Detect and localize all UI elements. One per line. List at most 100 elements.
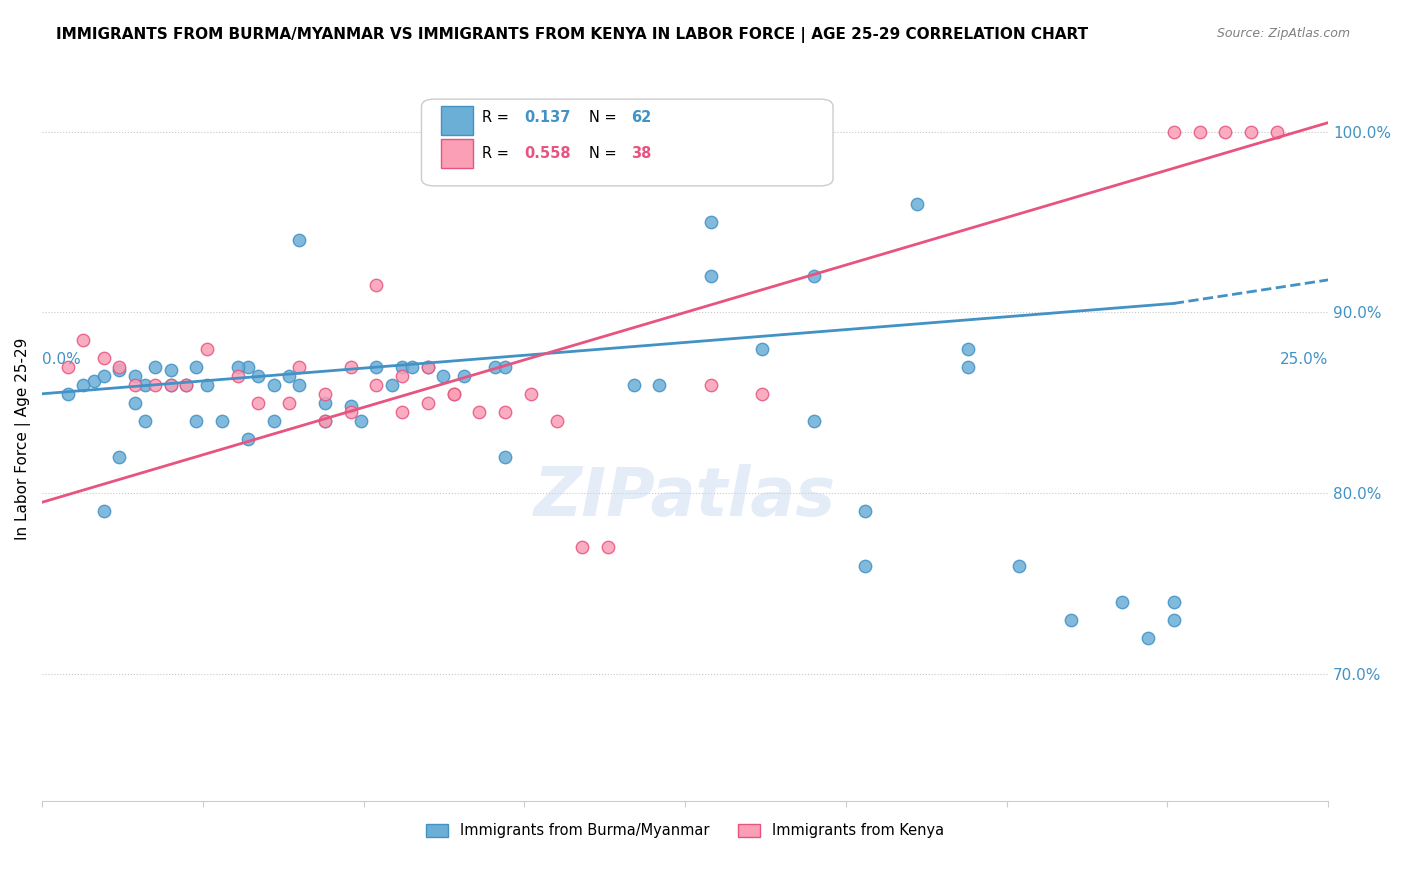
Point bbox=[700, 269, 723, 284]
Point bbox=[278, 396, 301, 410]
Point bbox=[1060, 613, 1083, 627]
Point bbox=[443, 386, 465, 401]
Text: N =: N = bbox=[589, 146, 621, 161]
Text: IMMIGRANTS FROM BURMA/MYANMAR VS IMMIGRANTS FROM KENYA IN LABOR FORCE | AGE 25-2: IMMIGRANTS FROM BURMA/MYANMAR VS IMMIGRA… bbox=[56, 27, 1088, 43]
Point bbox=[1163, 613, 1185, 627]
Point bbox=[957, 342, 980, 356]
Point bbox=[93, 368, 115, 383]
Point bbox=[546, 414, 568, 428]
Point bbox=[195, 377, 218, 392]
Point bbox=[93, 351, 115, 365]
Point bbox=[546, 125, 568, 139]
Point bbox=[803, 269, 825, 284]
Point bbox=[288, 377, 311, 392]
Text: Source: ZipAtlas.com: Source: ZipAtlas.com bbox=[1216, 27, 1350, 40]
Point bbox=[391, 359, 413, 374]
Point bbox=[648, 377, 671, 392]
Point bbox=[288, 359, 311, 374]
Point bbox=[416, 359, 439, 374]
Point bbox=[1163, 125, 1185, 139]
Point bbox=[93, 504, 115, 518]
Point bbox=[339, 405, 361, 419]
Point bbox=[1163, 595, 1185, 609]
Point bbox=[494, 359, 516, 374]
Point bbox=[247, 396, 270, 410]
Point bbox=[520, 386, 543, 401]
FancyBboxPatch shape bbox=[440, 139, 472, 168]
Point bbox=[314, 414, 336, 428]
Point bbox=[186, 414, 208, 428]
Point bbox=[108, 363, 131, 377]
Point bbox=[56, 386, 79, 401]
Point bbox=[391, 368, 413, 383]
Point bbox=[226, 368, 249, 383]
Point bbox=[72, 377, 94, 392]
Point bbox=[416, 359, 439, 374]
Text: 38: 38 bbox=[631, 146, 651, 161]
Point bbox=[314, 414, 336, 428]
Point bbox=[366, 377, 388, 392]
Point bbox=[108, 359, 131, 374]
FancyBboxPatch shape bbox=[422, 99, 832, 186]
Point bbox=[494, 405, 516, 419]
Text: 0.558: 0.558 bbox=[524, 146, 571, 161]
Point bbox=[957, 359, 980, 374]
Point bbox=[83, 374, 105, 388]
Point bbox=[288, 233, 311, 247]
Point bbox=[366, 278, 388, 293]
Point bbox=[174, 377, 197, 392]
Point bbox=[263, 414, 285, 428]
Point bbox=[247, 368, 270, 383]
Point bbox=[263, 377, 285, 392]
Point bbox=[211, 414, 233, 428]
Point bbox=[596, 541, 619, 555]
Point bbox=[1265, 125, 1288, 139]
Point bbox=[751, 386, 773, 401]
Point bbox=[1188, 125, 1211, 139]
Point bbox=[366, 359, 388, 374]
Point bbox=[350, 414, 373, 428]
Point bbox=[401, 359, 423, 374]
Point bbox=[391, 405, 413, 419]
Point bbox=[56, 359, 79, 374]
Point bbox=[159, 377, 181, 392]
Point bbox=[134, 377, 156, 392]
Point bbox=[314, 396, 336, 410]
Point bbox=[159, 363, 181, 377]
Point bbox=[236, 432, 259, 446]
Point bbox=[853, 504, 876, 518]
Text: 62: 62 bbox=[631, 110, 651, 125]
Point bbox=[236, 359, 259, 374]
Point bbox=[108, 450, 131, 464]
Point bbox=[226, 359, 249, 374]
Point bbox=[143, 377, 166, 392]
Point bbox=[278, 368, 301, 383]
Point bbox=[174, 377, 197, 392]
Text: 0.137: 0.137 bbox=[524, 110, 571, 125]
Text: 0.0%: 0.0% bbox=[42, 352, 82, 368]
Point bbox=[134, 414, 156, 428]
Text: 25.0%: 25.0% bbox=[1279, 352, 1329, 368]
Point bbox=[1111, 595, 1133, 609]
Point bbox=[1213, 125, 1236, 139]
Point bbox=[1008, 558, 1031, 573]
Y-axis label: In Labor Force | Age 25-29: In Labor Force | Age 25-29 bbox=[15, 338, 31, 541]
Point bbox=[803, 414, 825, 428]
Point bbox=[416, 396, 439, 410]
Point bbox=[186, 359, 208, 374]
Text: R =: R = bbox=[482, 110, 513, 125]
Text: R =: R = bbox=[482, 146, 513, 161]
Point bbox=[381, 377, 404, 392]
Point bbox=[1137, 631, 1160, 645]
Point bbox=[72, 333, 94, 347]
Point bbox=[443, 386, 465, 401]
Point bbox=[468, 405, 491, 419]
Point bbox=[494, 450, 516, 464]
Text: ZIPatlas: ZIPatlas bbox=[534, 464, 837, 530]
Point bbox=[159, 377, 181, 392]
Point bbox=[124, 396, 146, 410]
Point bbox=[124, 377, 146, 392]
Point bbox=[124, 368, 146, 383]
Point bbox=[143, 359, 166, 374]
Point bbox=[432, 368, 454, 383]
